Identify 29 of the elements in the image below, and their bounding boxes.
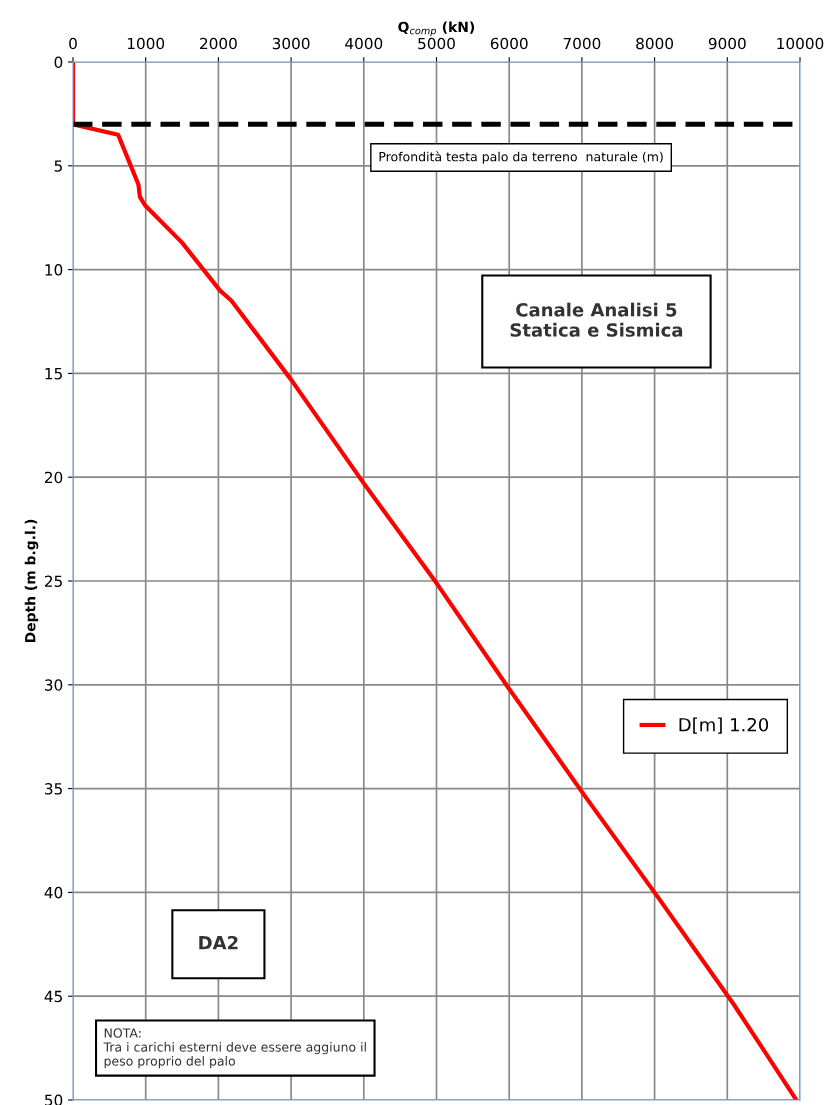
y-tick-label: 15 xyxy=(45,368,62,380)
y-tick-label: 20 xyxy=(44,471,63,484)
y-tick-label: 30 xyxy=(45,679,63,691)
annotation: Canale Analisi 5 Statica e Sismica xyxy=(510,302,683,337)
y-tick-label: 0 xyxy=(54,56,63,69)
x-tick-label: 9000 xyxy=(708,37,746,50)
x-tick-label: 8000 xyxy=(636,37,674,50)
x-tick-label: 7000 xyxy=(563,37,601,50)
x-axis-title: Q$_{comp}$ (kN) xyxy=(398,21,475,37)
line-series xyxy=(73,62,799,1100)
x-tick-label: 3000 xyxy=(272,37,310,50)
x-tick-label: 2000 xyxy=(200,37,237,50)
x-tick-label: 5000 xyxy=(418,37,455,50)
x-tick-label: 4000 xyxy=(345,37,383,50)
y-tick-label: 25 xyxy=(44,575,62,588)
ref-line-label: Profondità testa palo da terreno naturale (m) xyxy=(379,151,663,164)
x-tick-label: 6000 xyxy=(490,37,528,50)
annotation: DA2 xyxy=(199,935,238,950)
y-tick-label: 45 xyxy=(44,990,62,1003)
x-tick-label: 0 xyxy=(69,37,77,50)
y-axis-title: Depth (m b.g.l.) xyxy=(24,519,39,643)
y-tick-label: 40 xyxy=(44,886,63,899)
legend-label: D[m] 1.20 xyxy=(679,717,769,734)
x-tick-label: 10000 xyxy=(777,37,824,50)
y-tick-label: 35 xyxy=(45,783,62,795)
x-tick-label: 1000 xyxy=(127,37,165,50)
y-tick-label: 10 xyxy=(45,264,63,276)
annotation: NOTA: Tra i carichi esterni deve essere aggiuno il peso proprio del palo xyxy=(103,1028,366,1069)
y-tick-label: 5 xyxy=(54,160,62,172)
